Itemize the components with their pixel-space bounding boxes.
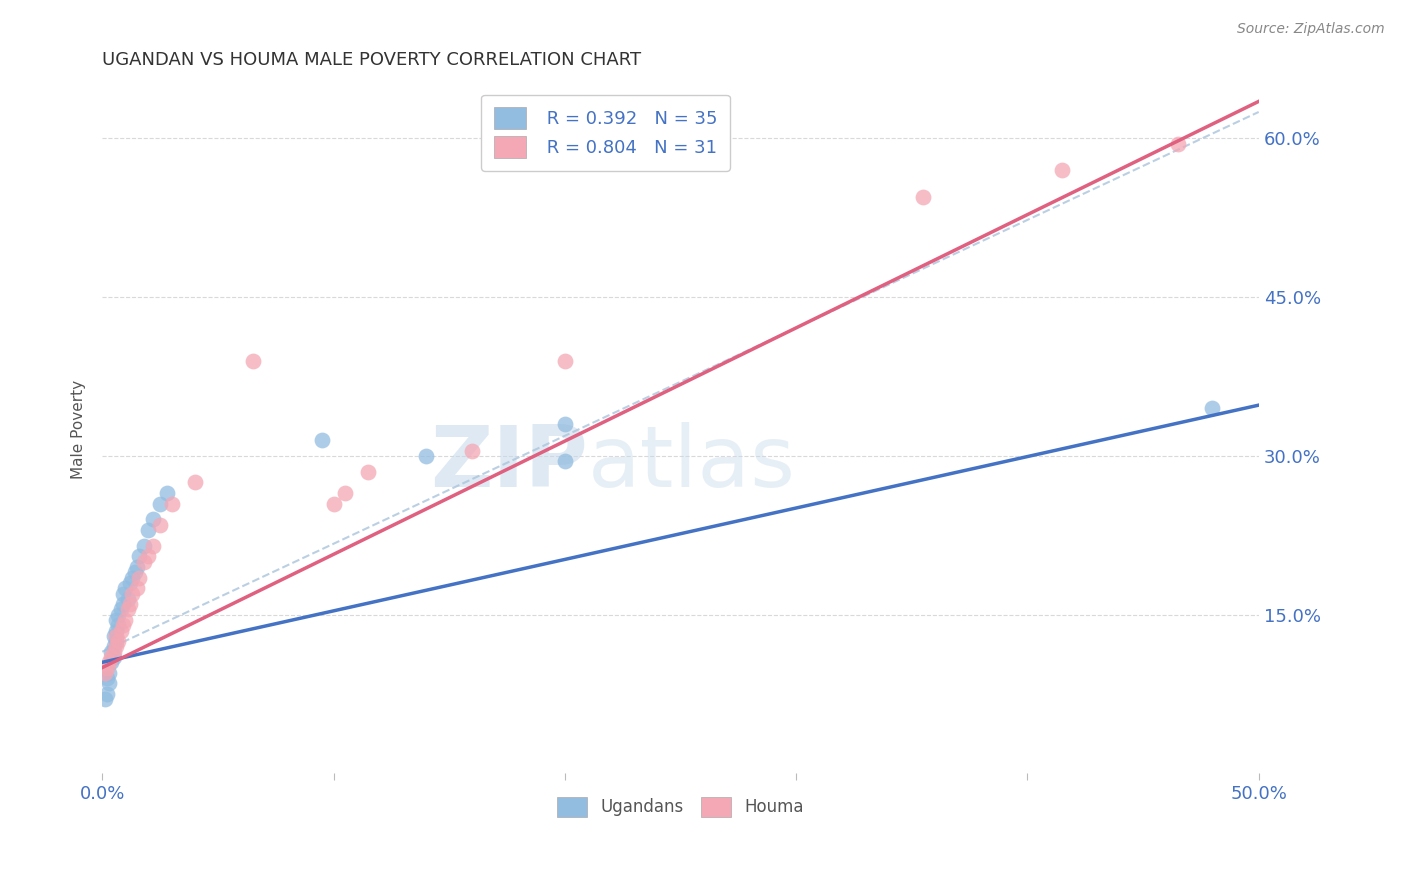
- Point: [118, 597, 141, 611]
- Point: [100, 655, 122, 669]
- Point: [156, 486, 179, 500]
- Point: [125, 560, 148, 574]
- Point: [107, 607, 129, 622]
- Point: [98, 676, 121, 690]
- Point: [118, 576, 141, 591]
- Point: [105, 634, 128, 648]
- Point: [142, 539, 165, 553]
- Point: [114, 613, 136, 627]
- Point: [554, 417, 576, 432]
- Point: [107, 634, 129, 648]
- Text: UGANDAN VS HOUMA MALE POVERTY CORRELATION CHART: UGANDAN VS HOUMA MALE POVERTY CORRELATIO…: [103, 51, 641, 69]
- Point: [333, 486, 356, 500]
- Point: [128, 571, 150, 585]
- Point: [554, 353, 576, 368]
- Point: [554, 454, 576, 468]
- Point: [112, 618, 135, 632]
- Text: atlas: atlas: [588, 423, 796, 506]
- Point: [121, 571, 143, 585]
- Point: [93, 692, 115, 706]
- Point: [96, 671, 118, 685]
- Text: ZIP: ZIP: [430, 423, 588, 506]
- Point: [461, 443, 484, 458]
- Point: [107, 618, 129, 632]
- Point: [1201, 401, 1223, 416]
- Y-axis label: Male Poverty: Male Poverty: [72, 380, 86, 479]
- Point: [93, 665, 115, 680]
- Point: [103, 629, 125, 643]
- Point: [184, 475, 207, 490]
- Point: [103, 650, 125, 665]
- Point: [124, 566, 146, 580]
- Point: [114, 581, 136, 595]
- Point: [912, 189, 935, 203]
- Legend: Ugandans, Houma: Ugandans, Houma: [551, 790, 810, 823]
- Point: [103, 640, 125, 654]
- Point: [138, 523, 160, 537]
- Point: [311, 433, 333, 447]
- Point: [105, 629, 128, 643]
- Point: [105, 640, 128, 654]
- Point: [149, 497, 172, 511]
- Point: [128, 549, 150, 564]
- Point: [121, 586, 143, 600]
- Point: [105, 624, 128, 638]
- Point: [100, 645, 122, 659]
- Point: [105, 613, 128, 627]
- Point: [125, 581, 148, 595]
- Point: [322, 497, 344, 511]
- Point: [112, 597, 135, 611]
- Point: [160, 497, 183, 511]
- Point: [357, 465, 380, 479]
- Point: [149, 517, 172, 532]
- Point: [138, 549, 160, 564]
- Point: [132, 539, 155, 553]
- Point: [1167, 136, 1189, 151]
- Text: Source: ZipAtlas.com: Source: ZipAtlas.com: [1237, 22, 1385, 37]
- Point: [112, 586, 135, 600]
- Point: [110, 602, 132, 616]
- Point: [110, 624, 132, 638]
- Point: [98, 665, 121, 680]
- Point: [98, 655, 121, 669]
- Point: [415, 449, 437, 463]
- Point: [96, 660, 118, 674]
- Point: [103, 645, 125, 659]
- Point: [117, 591, 139, 606]
- Point: [117, 602, 139, 616]
- Point: [242, 353, 264, 368]
- Point: [96, 687, 118, 701]
- Point: [1050, 163, 1073, 178]
- Point: [132, 555, 155, 569]
- Point: [100, 650, 122, 665]
- Point: [142, 512, 165, 526]
